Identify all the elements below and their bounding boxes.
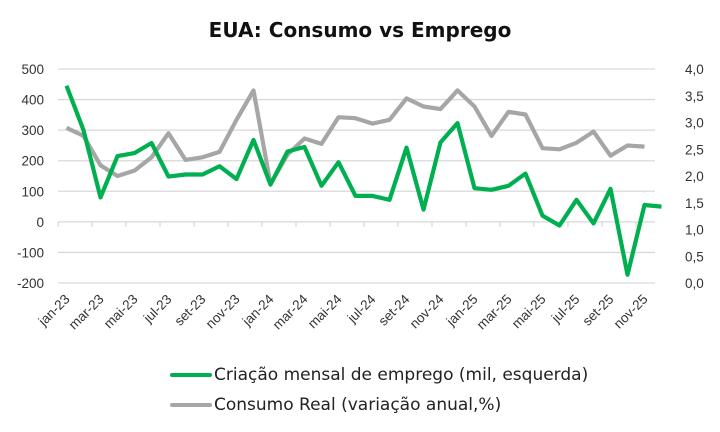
y-right-tick-label: 2,0 [685, 169, 704, 184]
y-left-tick-label: -100 [17, 245, 44, 260]
legend-item-consumption: Consumo Real (variação anual,%) [170, 390, 588, 420]
y-left-tick-label: -200 [17, 276, 44, 291]
y-right-tick-label: 2,5 [685, 142, 704, 157]
y-left-tick-label: 100 [21, 184, 44, 199]
x-tick-label: mar-23 [66, 292, 107, 333]
y-right-tick-label: 0,5 [685, 249, 704, 264]
y-left-tick-label: 200 [21, 154, 44, 169]
legend-label-consumption: Consumo Real (variação anual,%) [214, 395, 502, 415]
y-right-tick-label: 3,0 [685, 116, 704, 131]
x-tick-label: mai-25 [509, 292, 549, 332]
y-left-tick-label: 400 [21, 93, 44, 108]
series-line-employment [64, 85, 662, 277]
legend-swatch-gray [170, 403, 212, 407]
y-right-tick-label: 1,0 [685, 223, 704, 238]
y-right-tick-label: 3,5 [685, 89, 704, 104]
legend-swatch-green [170, 373, 212, 377]
x-tick-label: jul-24 [344, 291, 379, 326]
y-left-tick-label: 500 [21, 62, 44, 77]
x-tick-label: nov-24 [407, 291, 447, 331]
y-right-tick-label: 0,0 [685, 276, 704, 291]
y-axis-left: 500 400 300 200 100 0 -100 -200 [17, 62, 44, 291]
x-tick-label: set-24 [375, 291, 412, 328]
x-tick-label: set-23 [171, 292, 208, 329]
y-axis-right: 4,0 3,5 3,0 2,5 2,0 1,5 1,0 0,5 0,0 [685, 62, 704, 291]
x-tick-label: mai-24 [305, 291, 345, 331]
legend: Criação mensal de emprego (mil, esquerda… [170, 360, 588, 420]
x-tick-label: mai-23 [101, 292, 141, 332]
series-line-consumption [65, 88, 645, 187]
x-tick-label: jul-25 [548, 292, 583, 327]
x-tick-label: nov-25 [611, 292, 651, 332]
y-right-tick-label: 1,5 [685, 196, 704, 211]
gridlines [58, 68, 655, 284]
y-left-tick-label: 0 [36, 215, 44, 230]
chart-title: EUA: Consumo vs Emprego [209, 18, 512, 42]
series-group [64, 85, 662, 277]
x-tick-label: mar-25 [474, 292, 515, 333]
x-tick-label: mar-24 [270, 291, 311, 332]
legend-item-employment: Criação mensal de emprego (mil, esquerda… [170, 360, 588, 390]
x-tick-label: nov-23 [203, 292, 243, 332]
x-tick-label: jul-23 [140, 292, 175, 327]
y-right-tick-label: 4,0 [685, 62, 704, 77]
y-left-tick-label: 300 [21, 123, 44, 138]
legend-label-employment: Criação mensal de emprego (mil, esquerda… [214, 365, 589, 385]
x-tick-label: set-25 [579, 292, 616, 329]
